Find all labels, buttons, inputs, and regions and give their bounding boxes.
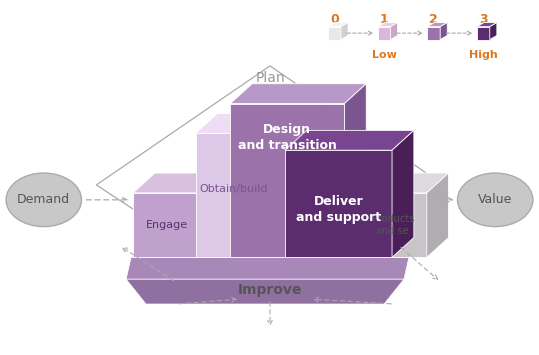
Text: High: High	[469, 50, 497, 60]
Text: Design
and transition: Design and transition	[238, 123, 337, 152]
Polygon shape	[230, 84, 366, 104]
Polygon shape	[344, 84, 366, 257]
Text: Demand: Demand	[17, 193, 71, 206]
Polygon shape	[360, 173, 448, 193]
Polygon shape	[378, 23, 398, 27]
Polygon shape	[427, 27, 440, 40]
Polygon shape	[360, 193, 427, 257]
Text: 0: 0	[330, 13, 339, 26]
Polygon shape	[427, 23, 447, 27]
Text: 2: 2	[430, 13, 438, 26]
Polygon shape	[391, 23, 398, 40]
Text: 3: 3	[479, 13, 488, 26]
Ellipse shape	[458, 173, 533, 226]
Polygon shape	[201, 173, 223, 257]
Polygon shape	[133, 193, 201, 257]
Text: Obtain/build: Obtain/build	[199, 184, 267, 194]
Text: Plan: Plan	[255, 71, 285, 85]
Polygon shape	[310, 114, 331, 257]
Polygon shape	[196, 114, 331, 133]
Text: Improve: Improve	[238, 283, 302, 297]
Polygon shape	[126, 257, 409, 279]
Text: Value: Value	[478, 193, 513, 206]
Polygon shape	[440, 23, 447, 40]
Polygon shape	[392, 130, 414, 257]
Text: Engage: Engage	[146, 220, 188, 230]
Polygon shape	[490, 23, 497, 40]
Polygon shape	[378, 27, 391, 40]
Polygon shape	[328, 27, 341, 40]
Polygon shape	[285, 150, 392, 257]
Polygon shape	[477, 23, 497, 27]
Text: 1: 1	[379, 13, 389, 26]
Polygon shape	[341, 23, 348, 40]
Polygon shape	[477, 27, 490, 40]
Polygon shape	[126, 279, 404, 304]
Ellipse shape	[6, 173, 81, 226]
Polygon shape	[230, 104, 344, 257]
Polygon shape	[196, 133, 310, 257]
Polygon shape	[133, 173, 223, 193]
Polygon shape	[285, 130, 414, 150]
Text: Products
and se: Products and se	[372, 214, 414, 236]
Polygon shape	[328, 23, 348, 27]
Text: Deliver
and support: Deliver and support	[296, 195, 381, 224]
Polygon shape	[131, 235, 444, 257]
Polygon shape	[427, 173, 448, 257]
Text: Low: Low	[372, 50, 397, 60]
